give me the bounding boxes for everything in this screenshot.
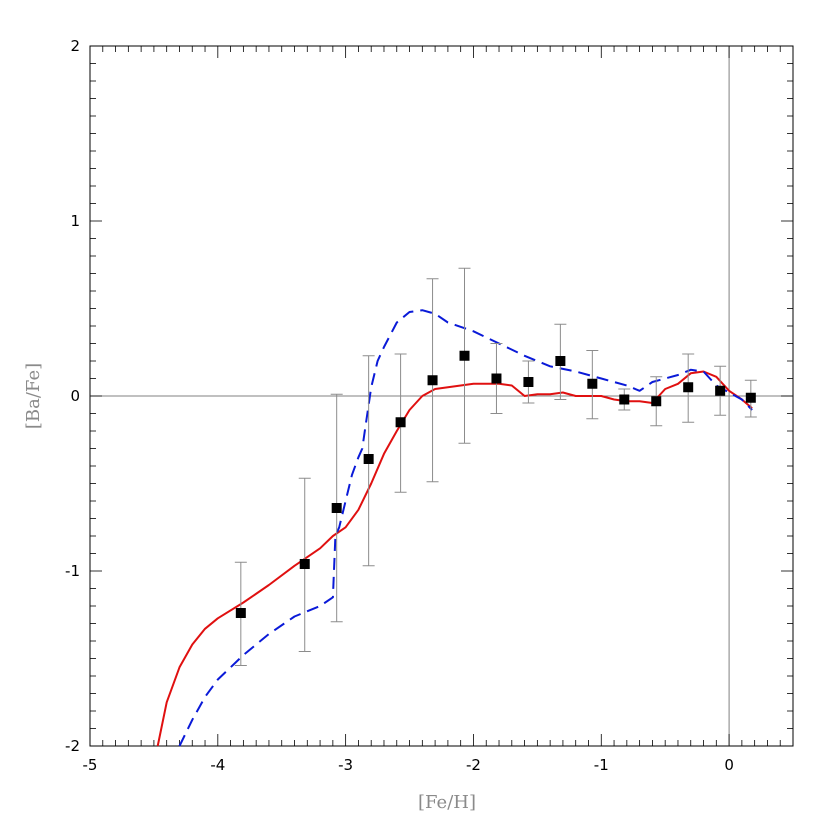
data-point xyxy=(427,375,438,386)
data-point xyxy=(555,356,566,366)
x-tick-label: -2 xyxy=(466,756,481,774)
data-point xyxy=(523,377,534,387)
data-point xyxy=(459,350,470,361)
data-point xyxy=(619,394,630,405)
x-tick-label: 0 xyxy=(724,756,734,774)
y-tick-label: -1 xyxy=(65,562,80,580)
dashed-model-curve xyxy=(178,309,753,747)
y-tick-label: 1 xyxy=(70,212,80,230)
reference-lines xyxy=(90,46,793,746)
data-point xyxy=(395,417,406,428)
x-tick-label: -4 xyxy=(210,756,225,774)
solid-model-curve xyxy=(156,370,753,747)
tick-labels: -5 -4 -3 -2 -1 0 -2 -1 0 1 2 xyxy=(65,37,734,774)
data-point xyxy=(299,559,310,569)
data-point xyxy=(235,608,246,618)
data-point xyxy=(331,503,342,513)
y-tick-label: -2 xyxy=(65,737,80,755)
observation-points xyxy=(234,267,757,666)
x-tick-label: -3 xyxy=(338,756,353,774)
data-point xyxy=(745,392,756,403)
data-point xyxy=(715,385,726,396)
data-point xyxy=(587,378,598,389)
x-tick-label: -1 xyxy=(594,756,609,774)
y-tick-label: 0 xyxy=(70,387,80,405)
data-point xyxy=(491,373,502,384)
model-curves xyxy=(156,309,753,747)
y-axis-title: [Ba/Fe] xyxy=(23,363,44,429)
data-point xyxy=(683,382,694,393)
axis-ticks xyxy=(89,45,794,747)
y-tick-label: 2 xyxy=(70,37,80,55)
data-point xyxy=(363,454,374,464)
x-tick-label: -5 xyxy=(83,756,98,774)
x-axis-title: [Fe/H] xyxy=(418,792,476,813)
data-point xyxy=(651,396,662,407)
